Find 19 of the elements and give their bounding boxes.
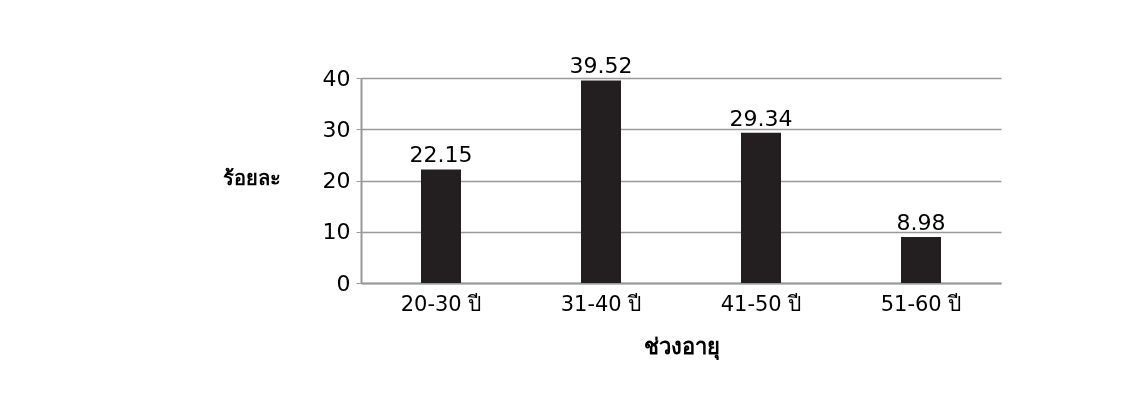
y-tick-label: 20 — [322, 168, 351, 193]
x-tick-label: 51-60 ปี — [880, 291, 962, 316]
y-tick-label: 30 — [322, 116, 351, 142]
data-label: 22.15 — [409, 142, 473, 168]
bar — [741, 132, 781, 283]
bar — [901, 236, 941, 283]
data-label: 39.52 — [569, 53, 633, 79]
x-tick-label: 41-50 ปี — [720, 291, 802, 316]
y-axis-title: ร้อยละ — [222, 165, 281, 190]
bar — [581, 80, 621, 283]
y-tick-label: 10 — [322, 219, 351, 245]
y-tick-label: 0 — [336, 270, 351, 296]
y-tick-label: 40 — [322, 65, 351, 91]
x-tick-label: 20-30 ปี — [400, 291, 482, 316]
bar — [421, 169, 461, 283]
x-tick-label: 31-40 ปี — [560, 291, 642, 316]
data-label: 8.98 — [896, 209, 946, 235]
x-axis-title: ช่วงอายุ — [643, 333, 720, 361]
data-label: 29.34 — [729, 105, 793, 131]
